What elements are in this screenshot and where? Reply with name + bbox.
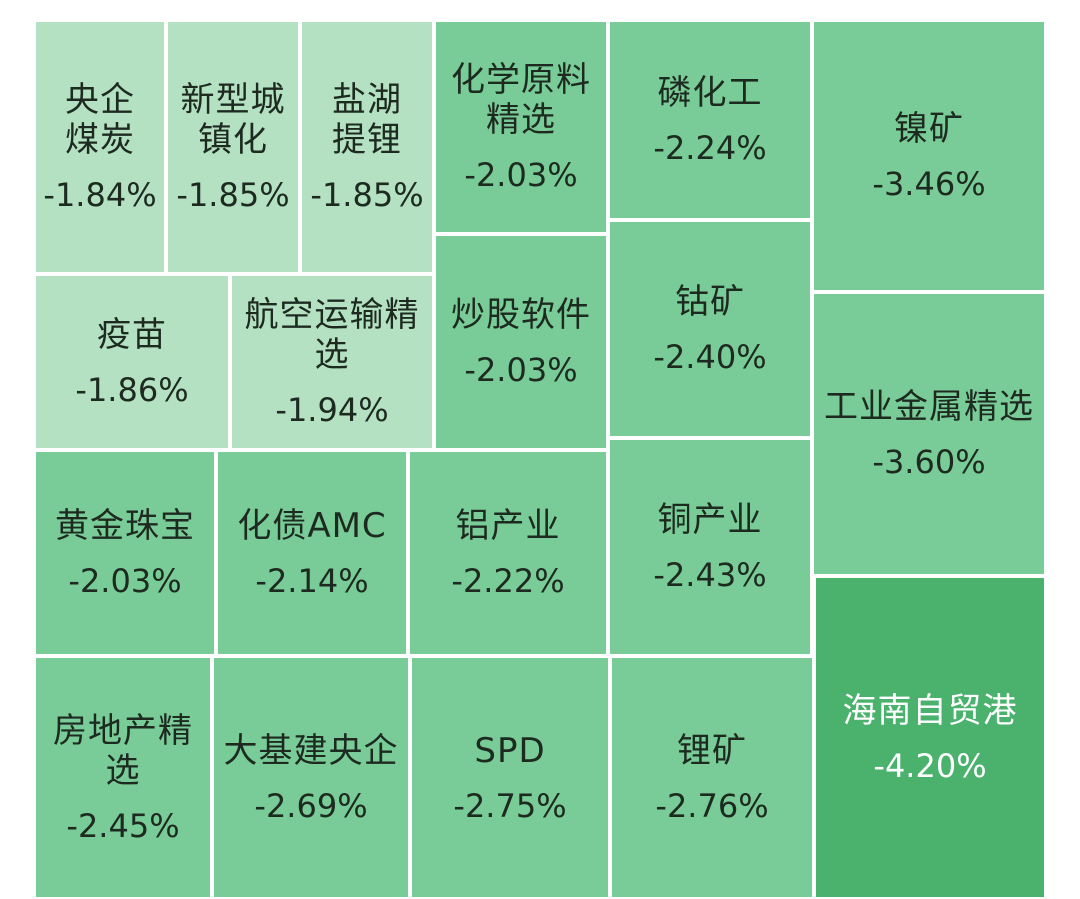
tile-label: 钴矿 <box>675 282 745 322</box>
tile-label: 海南自贸港 <box>842 690 1018 731</box>
tile-change-value: -2.40% <box>653 338 767 376</box>
treemap-tile[interactable]: SPD -2.75% <box>410 656 610 899</box>
tile-label: 化学原料 精选 <box>451 60 591 140</box>
tile-change-value: -2.22% <box>451 562 565 600</box>
tile-label: 炒股软件 <box>451 295 591 335</box>
treemap-tile[interactable]: 疫苗 -1.86% <box>34 274 230 450</box>
tile-label: 黄金珠宝 <box>55 506 195 546</box>
tile-change-value: -1.94% <box>275 391 389 429</box>
tile-change-value: -1.84% <box>43 176 157 214</box>
tile-change-value: -2.24% <box>653 129 767 167</box>
tile-change-value: -2.45% <box>66 806 180 845</box>
tile-label: 铜产业 <box>657 500 763 540</box>
tile-change-value: -2.03% <box>464 156 578 194</box>
treemap-tile[interactable]: 炒股软件 -2.03% <box>434 234 608 450</box>
treemap-tile[interactable]: 盐湖 提锂 -1.85% <box>300 20 434 274</box>
tile-change-value: -2.75% <box>453 786 567 825</box>
treemap-tile[interactable]: 镍矿 -3.46% <box>812 20 1046 292</box>
tile-change-value: -2.14% <box>255 562 369 600</box>
tile-label: 锂矿 <box>677 730 747 771</box>
treemap-tile[interactable]: 铜产业 -2.43% <box>608 438 812 656</box>
treemap-tile[interactable]: 化学原料 精选 -2.03% <box>434 20 608 234</box>
tile-change-value: -1.85% <box>310 176 424 214</box>
treemap-tile[interactable]: 工业金属精选 -3.60% <box>812 292 1046 576</box>
tile-change-value: -2.03% <box>68 562 182 600</box>
tile-label: 航空运输精选 <box>244 295 420 375</box>
tile-change-value: -1.86% <box>75 371 189 409</box>
treemap-tile[interactable]: 航空运输精选 -1.94% <box>230 274 434 450</box>
tile-change-value: -4.20% <box>873 746 987 785</box>
tile-change-value: -2.43% <box>653 556 767 594</box>
tile-label: 央企 煤炭 <box>65 80 135 160</box>
treemap-tile[interactable]: 化债AMC -2.14% <box>216 450 408 656</box>
tile-change-value: -2.69% <box>254 786 368 825</box>
treemap-tile[interactable]: 黄金珠宝 -2.03% <box>34 450 216 656</box>
tile-change-value: -3.46% <box>872 165 986 203</box>
tile-label: 盐湖 提锂 <box>332 80 402 160</box>
tile-label: 铝产业 <box>455 506 561 546</box>
tile-label: 磷化工 <box>657 73 763 113</box>
tile-label: 大基建央企 <box>223 730 399 771</box>
tile-change-value: -2.03% <box>464 351 578 389</box>
tile-label: 新型城 镇化 <box>180 80 286 160</box>
treemap-tile[interactable]: 新型城 镇化 -1.85% <box>166 20 300 274</box>
tile-change-value: -3.60% <box>872 443 986 481</box>
tile-label: 疫苗 <box>97 315 167 355</box>
tile-label: 镍矿 <box>894 109 964 149</box>
tile-change-value: -2.76% <box>655 786 769 825</box>
treemap-tile[interactable]: 大基建央企 -2.69% <box>212 656 410 899</box>
treemap-tile[interactable]: 铝产业 -2.22% <box>408 450 608 656</box>
treemap-tile[interactable]: 央企 煤炭 -1.84% <box>34 20 166 274</box>
treemap-tile[interactable]: 磷化工 -2.24% <box>608 20 812 220</box>
tile-change-value: -1.85% <box>176 176 290 214</box>
tile-label: 化债AMC <box>237 506 387 546</box>
tile-label: SPD <box>474 730 546 771</box>
treemap-tile[interactable]: 锂矿 -2.76% <box>610 656 814 899</box>
tile-label: 房地产精选 <box>53 710 193 791</box>
treemap-tile[interactable]: 海南自贸港 -4.20% <box>814 576 1046 899</box>
treemap-tile[interactable]: 钴矿 -2.40% <box>608 220 812 438</box>
tile-label: 工业金属精选 <box>824 387 1034 427</box>
treemap-tile[interactable]: 房地产精选 -2.45% <box>34 656 212 899</box>
